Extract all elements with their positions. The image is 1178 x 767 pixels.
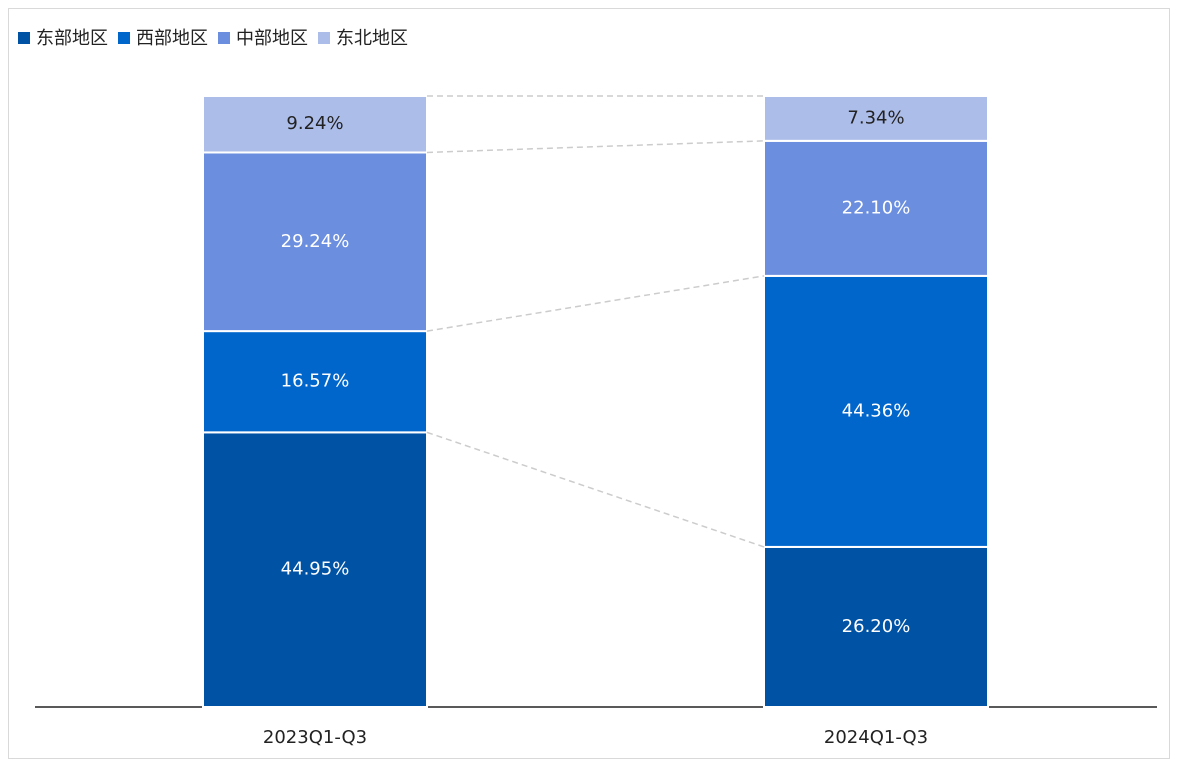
data-label: 29.24%: [281, 231, 350, 252]
data-label: 22.10%: [842, 197, 911, 218]
data-label: 16.57%: [281, 371, 350, 392]
data-label: 7.34%: [847, 107, 904, 128]
data-label: 9.24%: [286, 113, 343, 134]
x-tick-label: 2023Q1-Q3: [263, 727, 367, 748]
legend-swatch: [318, 32, 330, 44]
bar-segment: [202, 95, 428, 154]
connector: [426, 140, 765, 154]
legend-label: 西部地区: [136, 28, 208, 49]
x-tick-label: 2024Q1-Q3: [824, 727, 928, 748]
legend-label: 中部地区: [236, 28, 308, 49]
legend-swatch: [118, 32, 130, 44]
bar-segment: [763, 139, 989, 277]
bar-segment: [202, 330, 428, 434]
data-label: 26.20%: [842, 616, 911, 637]
bar-segment: [763, 95, 989, 142]
legend-swatch: [218, 32, 230, 44]
data-label: 44.36%: [842, 400, 911, 421]
bar-segment: [763, 545, 989, 709]
legend-label: 东北地区: [336, 28, 408, 49]
chart-frame: [8, 8, 1170, 759]
legend-label: 东部地区: [36, 28, 108, 49]
bar-segment: [202, 431, 428, 708]
legend-swatch: [18, 32, 30, 44]
connector: [426, 275, 765, 332]
data-label: 44.95%: [281, 559, 350, 580]
bar-segment: [763, 274, 989, 548]
